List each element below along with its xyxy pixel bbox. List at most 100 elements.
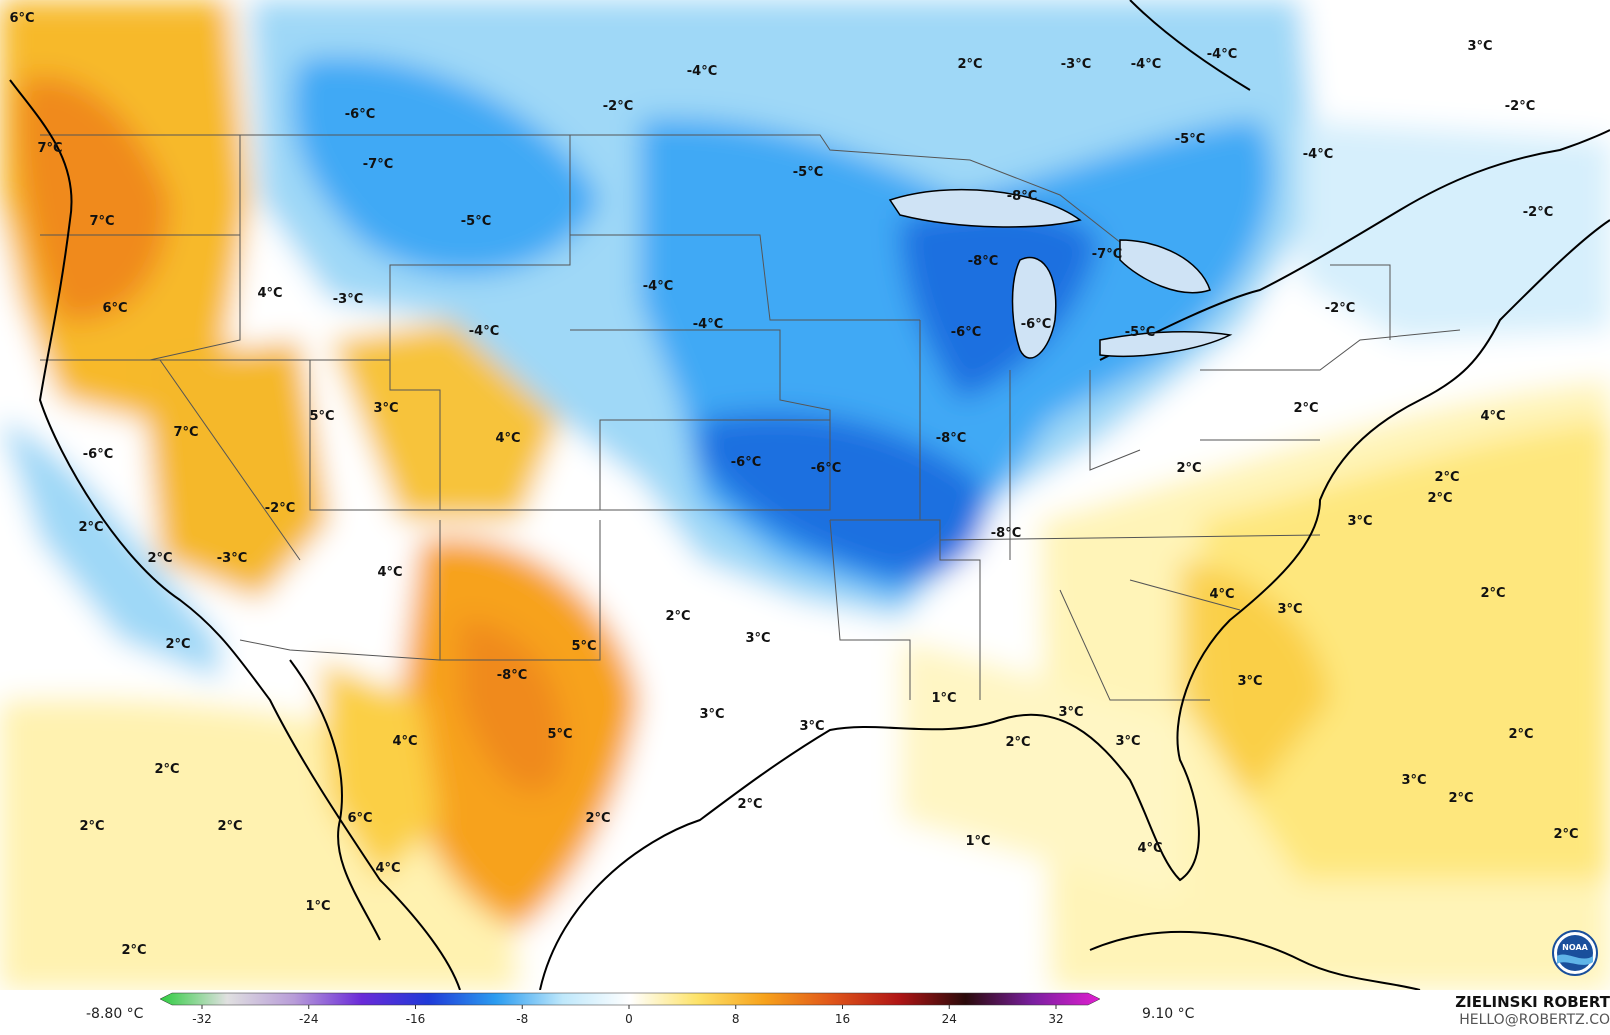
colorbar-min-label: -8.80 °C bbox=[86, 1006, 144, 1022]
colorbar-ticks: -32 -24 -16 -8 0 8 16 24 32 bbox=[192, 1005, 1064, 1026]
map-value-label: 2°C bbox=[1434, 470, 1459, 485]
map-value-label: -7°C bbox=[363, 157, 393, 172]
map-value-label: -6°C bbox=[951, 325, 981, 340]
map-value-label: 5°C bbox=[571, 639, 596, 654]
colorbar-tick-label: 32 bbox=[1048, 1012, 1063, 1026]
map-value-label: 7°C bbox=[89, 214, 114, 229]
map-value-label: 6°C bbox=[9, 11, 34, 26]
map-value-label: 3°C bbox=[1058, 705, 1083, 720]
map-value-label: -3°C bbox=[217, 551, 247, 566]
map-value-label: -3°C bbox=[1061, 57, 1091, 72]
map-value-label: -8°C bbox=[968, 254, 998, 269]
map-value-label: -4°C bbox=[693, 317, 723, 332]
map-value-label: -4°C bbox=[687, 64, 717, 79]
colorbar-tick-label: -16 bbox=[406, 1012, 426, 1026]
map-value-label: -8°C bbox=[1007, 189, 1037, 204]
map-value-label: 2°C bbox=[737, 797, 762, 812]
map-value-label: 2°C bbox=[665, 609, 690, 624]
map-value-label: -3°C bbox=[333, 292, 363, 307]
colorbar-tick-label: -24 bbox=[299, 1012, 319, 1026]
map-value-label: 6°C bbox=[347, 811, 372, 826]
map-value-label: 2°C bbox=[147, 551, 172, 566]
map-value-label: 4°C bbox=[1480, 409, 1505, 424]
map-value-label: 2°C bbox=[1553, 827, 1578, 842]
map-value-label: -6°C bbox=[731, 455, 761, 470]
map-value-label: -8°C bbox=[497, 668, 527, 683]
map-value-labels: 6°C -6°C -2°C -4°C 2°C -3°C -4°C -4°C 3°C -2°C -7°… bbox=[9, 11, 1578, 958]
map-value-label: -8°C bbox=[936, 431, 966, 446]
map-value-label: 1°C bbox=[305, 899, 330, 914]
map-value-label: 3°C bbox=[1115, 734, 1140, 749]
map-value-label: 3°C bbox=[1467, 39, 1492, 54]
map-value-label: 2°C bbox=[1448, 791, 1473, 806]
noaa-logo-icon: NOAA bbox=[1552, 930, 1598, 976]
map-value-label: 5°C bbox=[309, 409, 334, 424]
map-value-label: -7°C bbox=[1092, 247, 1122, 262]
map-value-label: 2°C bbox=[217, 819, 242, 834]
map-value-label: 4°C bbox=[495, 431, 520, 446]
author-email: HELLO@ROBERTZ.CO bbox=[1459, 1012, 1610, 1028]
legend-bar: -8.80 °C -32 -24 -16 -8 0 8 16 24 32 9.10 °C ZIE… bbox=[0, 990, 1610, 1035]
map-value-label: 2°C bbox=[79, 819, 104, 834]
map-value-label: 4°C bbox=[257, 286, 282, 301]
map-value-label: -6°C bbox=[345, 107, 375, 122]
colorbar-tick-label: -8 bbox=[516, 1012, 528, 1026]
map-value-label: 1°C bbox=[931, 691, 956, 706]
map-value-label: -5°C bbox=[793, 165, 823, 180]
map-value-label: -5°C bbox=[1125, 325, 1155, 340]
map-value-label: 4°C bbox=[1209, 587, 1234, 602]
map-value-label: 6°C bbox=[102, 301, 127, 316]
map-value-label: 3°C bbox=[699, 707, 724, 722]
map-value-label: 2°C bbox=[1508, 727, 1533, 742]
map-value-label: 2°C bbox=[585, 811, 610, 826]
map-value-label: 3°C bbox=[373, 401, 398, 416]
map-value-label: 7°C bbox=[37, 141, 62, 156]
map-value-label: 2°C bbox=[1005, 735, 1030, 750]
map-value-label: 2°C bbox=[121, 943, 146, 958]
map-value-label: -6°C bbox=[83, 447, 113, 462]
map-value-label: 4°C bbox=[375, 861, 400, 876]
map-value-label: 2°C bbox=[957, 57, 982, 72]
map-value-label: 2°C bbox=[78, 520, 103, 535]
map-value-label: 3°C bbox=[799, 719, 824, 734]
svg-text:NOAA: NOAA bbox=[1562, 943, 1588, 952]
map-value-label: 4°C bbox=[377, 565, 402, 580]
map-value-label: -5°C bbox=[461, 214, 491, 229]
map-value-label: -8°C bbox=[991, 526, 1021, 541]
coastlines bbox=[9, 0, 1610, 990]
map-canvas: 6°C -6°C -2°C -4°C 2°C -3°C -4°C -4°C 3°C -2°C -7°… bbox=[0, 0, 1610, 990]
map-value-label: 3°C bbox=[1401, 773, 1426, 788]
temperature-anomaly-map: 6°C -6°C -2°C -4°C 2°C -3°C -4°C -4°C 3°C -2°C -7°… bbox=[0, 0, 1610, 990]
colorbar-tick-label: 8 bbox=[732, 1012, 740, 1026]
author-name: ZIELINSKI ROBERT bbox=[1455, 993, 1610, 1011]
map-value-label: 2°C bbox=[165, 637, 190, 652]
colorbar-tick-label: 0 bbox=[625, 1012, 633, 1026]
map-value-label: 3°C bbox=[1347, 514, 1372, 529]
map-value-label: -4°C bbox=[1131, 57, 1161, 72]
map-value-label: -4°C bbox=[643, 279, 673, 294]
colorbar-tick-label: 24 bbox=[942, 1012, 957, 1026]
colorbar-tick-label: 16 bbox=[835, 1012, 850, 1026]
colorbar-strip bbox=[160, 992, 1101, 1006]
map-value-label: 3°C bbox=[1277, 602, 1302, 617]
map-value-label: -6°C bbox=[1021, 317, 1051, 332]
map-value-label: -5°C bbox=[1175, 132, 1205, 147]
map-value-label: -4°C bbox=[469, 324, 499, 339]
map-value-label: -2°C bbox=[1325, 301, 1355, 316]
map-value-label: 5°C bbox=[547, 727, 572, 742]
colorbar: -32 -24 -16 -8 0 8 16 24 32 bbox=[160, 992, 1101, 1026]
map-value-label: -4°C bbox=[1207, 47, 1237, 62]
map-value-label: 2°C bbox=[1480, 586, 1505, 601]
map-value-label: 2°C bbox=[1427, 491, 1452, 506]
map-value-label: 7°C bbox=[173, 425, 198, 440]
map-value-label: -2°C bbox=[265, 501, 295, 516]
map-value-label: -2°C bbox=[603, 99, 633, 114]
great-lakes bbox=[888, 188, 1233, 359]
map-value-label: -2°C bbox=[1505, 99, 1535, 114]
map-value-label: 3°C bbox=[745, 631, 770, 646]
map-value-label: -2°C bbox=[1523, 205, 1553, 220]
map-value-label: 4°C bbox=[1137, 841, 1162, 856]
map-value-label: 2°C bbox=[154, 762, 179, 777]
author-credit: ZIELINSKI ROBERT HELLO@ROBERTZ.CO bbox=[1430, 990, 1610, 1035]
map-value-label: -6°C bbox=[811, 461, 841, 476]
